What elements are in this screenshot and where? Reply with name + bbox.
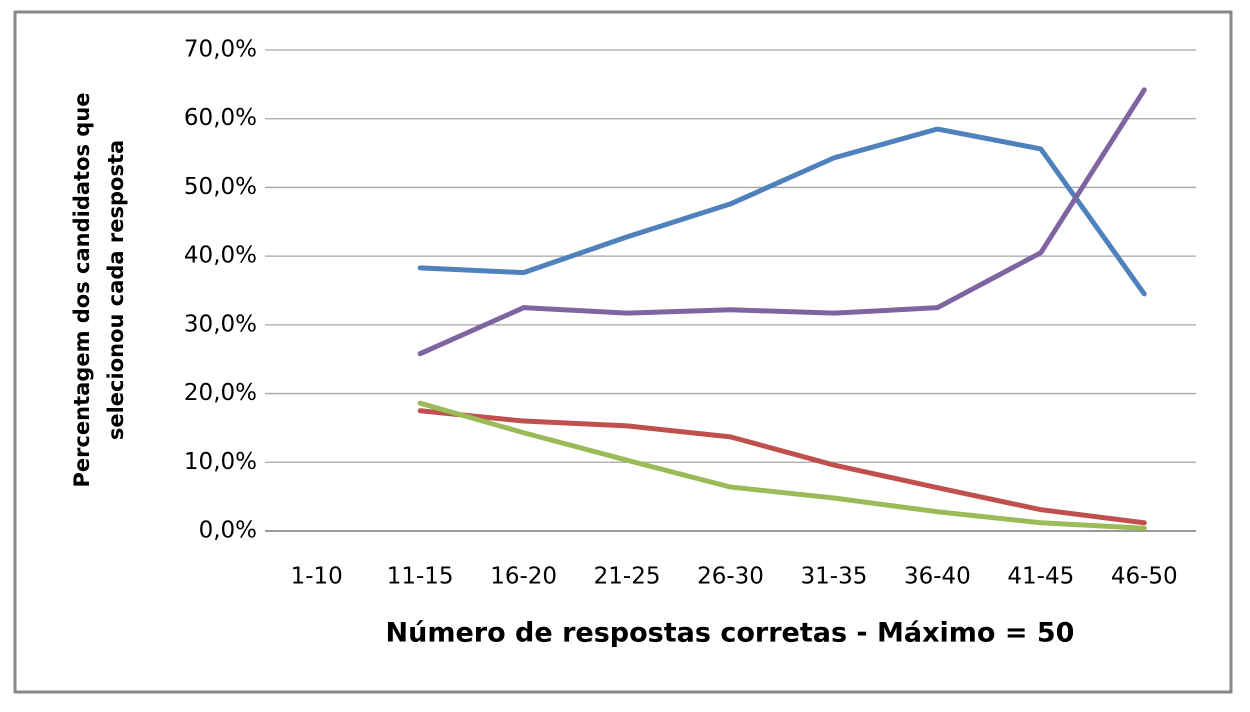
series-line — [417, 400, 1147, 531]
x-tick-label: 16-20 — [490, 564, 557, 590]
x-tick-label: 11-15 — [387, 564, 454, 590]
x-tick-label: 46-50 — [1111, 564, 1178, 590]
x-axis-title: Número de respostas corretas - Máximo = … — [386, 618, 1075, 649]
x-tick-label: 21-25 — [594, 564, 661, 590]
y-tick-label: 20,0% — [184, 380, 257, 406]
x-tick-label: 26-30 — [697, 564, 764, 590]
y-axis-title: Percentagem dos candidatos que seleciono… — [70, 92, 128, 487]
series-line — [417, 126, 1147, 297]
x-tick-label: 1-10 — [291, 564, 343, 590]
y-axis-title-line: selecionou cada resposta — [104, 140, 128, 440]
y-tick-label: 10,0% — [184, 449, 257, 475]
chart-frame — [13, 10, 1233, 694]
x-tick-label: 36-40 — [904, 564, 971, 590]
y-tick-label: 60,0% — [184, 105, 257, 131]
series-line — [417, 87, 1147, 357]
y-tick-label: 50,0% — [184, 174, 257, 200]
y-tick-label: 0,0% — [199, 518, 257, 544]
y-tick-label: 30,0% — [184, 311, 257, 337]
x-tick-label: 31-35 — [801, 564, 868, 590]
series-line — [417, 408, 1147, 526]
y-tick-label: 40,0% — [184, 243, 257, 269]
y-axis-title-line: Percentagem dos candidatos que — [70, 92, 94, 487]
x-tick-label: 41-45 — [1007, 564, 1074, 590]
y-tick-label: 70,0% — [184, 37, 257, 63]
